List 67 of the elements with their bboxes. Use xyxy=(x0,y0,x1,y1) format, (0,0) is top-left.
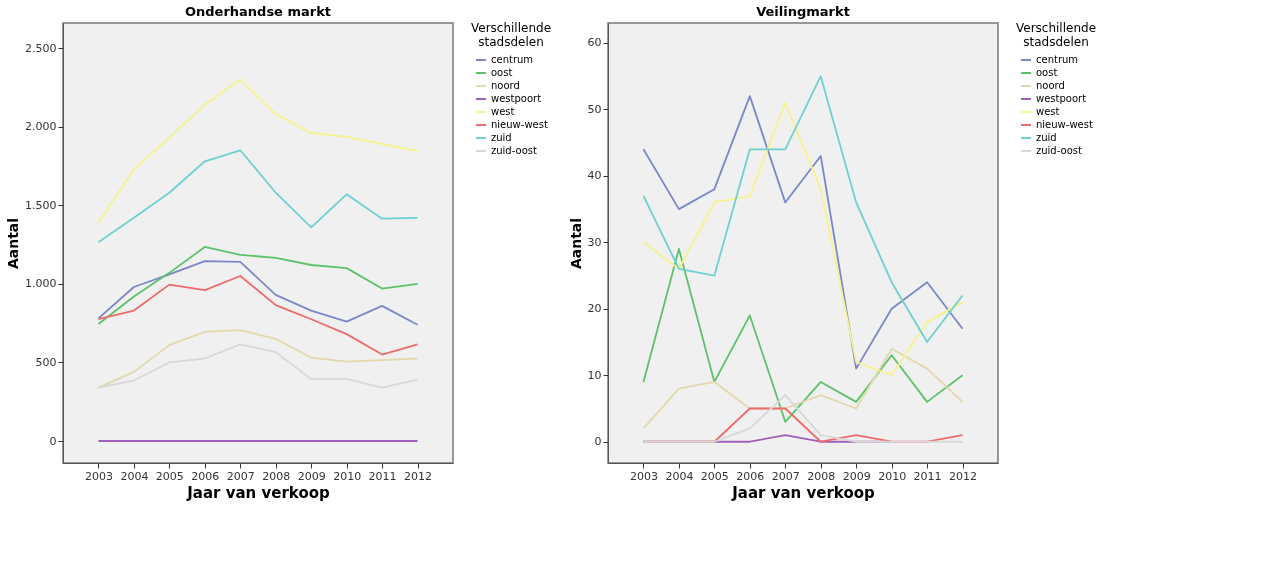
y-tick-label: 0 xyxy=(49,434,57,448)
x-tick-label: 2008 xyxy=(807,469,836,483)
line-series xyxy=(97,275,419,356)
y-tick-label: 2.500 xyxy=(25,41,57,55)
x-axis-title: Jaar van verkoop xyxy=(731,483,876,502)
y-tick-label: 1.000 xyxy=(25,277,57,291)
y-tick-label: 500 xyxy=(35,355,57,369)
legend-label: centrum xyxy=(1036,54,1079,65)
y-tick-label: 20 xyxy=(587,302,602,316)
y-tick-label: 30 xyxy=(587,235,602,249)
legend-label: westpoort xyxy=(1036,93,1087,104)
y-tick-label: 0 xyxy=(594,435,602,449)
legend-label: west xyxy=(491,106,515,117)
y-axis-title: Aantal xyxy=(567,217,584,270)
x-tick-label: 2003 xyxy=(629,469,658,483)
line-series xyxy=(97,149,419,244)
legend-label: noord xyxy=(491,80,520,91)
line-series xyxy=(97,78,419,224)
y-tick-label: 1.500 xyxy=(25,198,57,212)
legend-label: centrum xyxy=(491,54,534,65)
legend-label: oost xyxy=(491,67,513,78)
x-tick-label: 2007 xyxy=(771,469,800,483)
legend-label: noord xyxy=(1036,80,1065,91)
x-tick-label: 2004 xyxy=(665,469,694,483)
legend-title: Verschillende stadsdelen xyxy=(1015,21,1097,49)
y-tick-label: 60 xyxy=(587,36,602,50)
line-series xyxy=(642,347,964,430)
line-series xyxy=(642,75,964,343)
x-tick-label: 2010 xyxy=(878,469,907,483)
legend-label: nieuw-west xyxy=(1036,119,1093,130)
legend-label: zuid-oost xyxy=(1036,145,1082,156)
x-tick-label: 2009 xyxy=(842,469,871,483)
x-tick-label: 2012 xyxy=(949,469,978,483)
y-tick-label: 10 xyxy=(587,368,602,382)
legend-title: Verschillende stadsdelen xyxy=(470,21,552,49)
y-axis-title: Aantal xyxy=(5,217,22,270)
x-tick-label: 2007 xyxy=(226,469,255,483)
line-series xyxy=(97,343,419,389)
x-axis-title: Jaar van verkoop xyxy=(186,483,331,502)
x-tick-label: 2006 xyxy=(191,469,220,483)
legend-label: west xyxy=(1036,106,1060,117)
line-series xyxy=(97,260,419,326)
x-tick-label: 2005 xyxy=(155,469,184,483)
x-tick-label: 2008 xyxy=(262,469,291,483)
x-tick-label: 2012 xyxy=(404,469,433,483)
y-tick-label: 50 xyxy=(587,102,602,116)
legend-label: zuid-oost xyxy=(491,145,537,156)
x-tick-label: 2011 xyxy=(913,469,942,483)
x-tick-label: 2004 xyxy=(120,469,149,483)
chart-title: Onderhandse markt xyxy=(184,4,332,19)
x-tick-label: 2009 xyxy=(297,469,326,483)
legend-label: nieuw-west xyxy=(491,119,548,130)
x-tick-label: 2003 xyxy=(84,469,113,483)
legend-label: westpoort xyxy=(491,93,542,104)
legend-label: zuid xyxy=(1036,132,1057,143)
line-series xyxy=(642,248,964,423)
line-series xyxy=(642,394,964,443)
line-series xyxy=(97,246,419,325)
x-tick-label: 2005 xyxy=(700,469,729,483)
x-tick-label: 2010 xyxy=(333,469,362,483)
legend-label: oost xyxy=(1036,67,1058,78)
x-tick-label: 2006 xyxy=(736,469,765,483)
x-tick-label: 2011 xyxy=(368,469,397,483)
chart-title: Veilingmarkt xyxy=(756,4,850,19)
legend-label: zuid xyxy=(491,132,512,143)
y-tick-label: 40 xyxy=(587,169,602,183)
y-tick-label: 2.000 xyxy=(25,120,57,134)
